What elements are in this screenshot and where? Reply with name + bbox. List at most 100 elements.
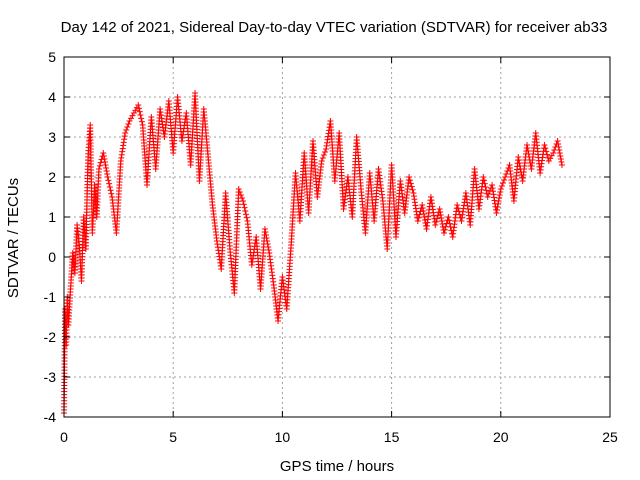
- data-point-interp: [438, 215, 445, 221]
- data-point-interp: [237, 192, 244, 198]
- data-point-interp: [136, 108, 143, 115]
- data-point-interp: [320, 152, 327, 158]
- data-point-interp: [437, 212, 444, 218]
- data-point-interp: [264, 241, 271, 247]
- data-point-interp: [515, 157, 522, 163]
- data-point-interp: [108, 190, 115, 197]
- data-point-interp: [415, 214, 422, 221]
- data-series: [61, 90, 565, 416]
- data-point: [502, 174, 509, 180]
- data-point: [95, 166, 102, 172]
- data-point-interp: [548, 152, 555, 159]
- data-point-interp: [499, 180, 506, 186]
- data-point-interp: [454, 205, 461, 212]
- data-point: [100, 150, 107, 156]
- data-point-interp: [555, 141, 562, 147]
- data-point-interp: [433, 218, 440, 225]
- x-tick-label: 15: [384, 429, 400, 445]
- data-point: [126, 118, 133, 124]
- data-point-interp: [481, 180, 488, 187]
- data-point-interp: [137, 112, 144, 118]
- data-point-interp: [106, 184, 113, 190]
- x-tick-label: 25: [602, 429, 618, 445]
- data-point: [493, 210, 500, 216]
- y-axis-label: SDTVAR / TECUs: [5, 178, 22, 298]
- data-point: [261, 226, 268, 232]
- data-point-interp: [494, 204, 501, 210]
- y-tick-label: 2: [48, 169, 56, 185]
- data-point-interp: [496, 192, 503, 198]
- data-point-interp: [524, 145, 531, 151]
- y-tick-label: -2: [44, 329, 57, 345]
- data-point-interp: [516, 160, 523, 166]
- data-point: [497, 186, 504, 192]
- data-point: [432, 222, 439, 228]
- x-axis-label: GPS time / hours: [280, 458, 394, 475]
- data-point: [318, 158, 325, 164]
- data-point: [240, 198, 247, 204]
- data-point-interp: [106, 180, 113, 187]
- data-point-interp: [138, 115, 145, 122]
- y-tick-label: 5: [48, 49, 56, 65]
- y-tick-label: 1: [48, 209, 56, 225]
- data-point: [558, 162, 565, 168]
- data-point: [436, 206, 443, 212]
- data-point-interp: [123, 127, 130, 133]
- data-point-interp: [438, 218, 445, 224]
- data-point-interp: [409, 186, 416, 193]
- data-point: [484, 194, 491, 200]
- x-tick-label: 5: [169, 429, 177, 445]
- plot-frame: [63, 56, 611, 418]
- data-point-interp: [263, 235, 270, 241]
- data-point-interp: [236, 189, 243, 195]
- data-point: [414, 218, 421, 224]
- data-point-interp: [129, 112, 136, 119]
- y-tick-label: 3: [48, 129, 56, 145]
- data-point-interp: [321, 149, 328, 155]
- data-point-interp: [406, 177, 413, 184]
- data-point-interp: [265, 244, 272, 250]
- data-point-interp: [557, 156, 564, 162]
- data-point-interp: [262, 229, 269, 235]
- data-point: [419, 202, 426, 208]
- data-point-interp: [101, 156, 108, 162]
- y-tick-label: 4: [48, 89, 56, 105]
- data-point-interp: [421, 214, 428, 220]
- chart-title: Day 142 of 2021, Sidereal Day-to-day VTE…: [61, 19, 608, 36]
- data-point-interp: [104, 171, 111, 177]
- data-point-interp: [135, 105, 142, 112]
- data-point: [445, 214, 452, 220]
- data-point-interp: [558, 159, 565, 165]
- data-point: [235, 186, 242, 192]
- data-point-interp: [483, 187, 490, 194]
- data-point-interp: [416, 211, 423, 218]
- data-point: [524, 142, 531, 148]
- data-point-interp: [497, 189, 504, 195]
- data-point-interp: [482, 184, 489, 190]
- data-point: [130, 110, 137, 116]
- data-point-interp: [441, 226, 448, 233]
- data-point-interp: [544, 151, 551, 158]
- data-point-interp: [543, 148, 550, 155]
- data-point-interp: [496, 195, 503, 201]
- data-point-interp: [97, 159, 104, 166]
- data-point-interp: [124, 124, 131, 130]
- data-point-interp: [437, 209, 444, 215]
- data-point-interp: [265, 247, 272, 253]
- data-point-interp: [495, 201, 502, 207]
- data-point: [515, 154, 522, 160]
- data-point-interp: [446, 217, 453, 224]
- data-point-interp: [542, 145, 549, 152]
- data-point-interp: [102, 162, 109, 168]
- data-point-interp: [238, 195, 245, 201]
- grid-lines: [64, 57, 610, 417]
- data-point-interp: [100, 153, 107, 159]
- data-point-interp: [101, 159, 108, 165]
- data-point-interp: [242, 208, 249, 214]
- data-point-interp: [498, 183, 505, 189]
- data-point-interp: [419, 205, 426, 211]
- data-point: [454, 202, 461, 208]
- axis-ticks: 0 5 10 15 20 25 -4 -3 -2 -1 0 1 2 3 4 5: [44, 49, 618, 445]
- data-point-interp: [243, 214, 250, 221]
- data-point-interp: [420, 208, 427, 214]
